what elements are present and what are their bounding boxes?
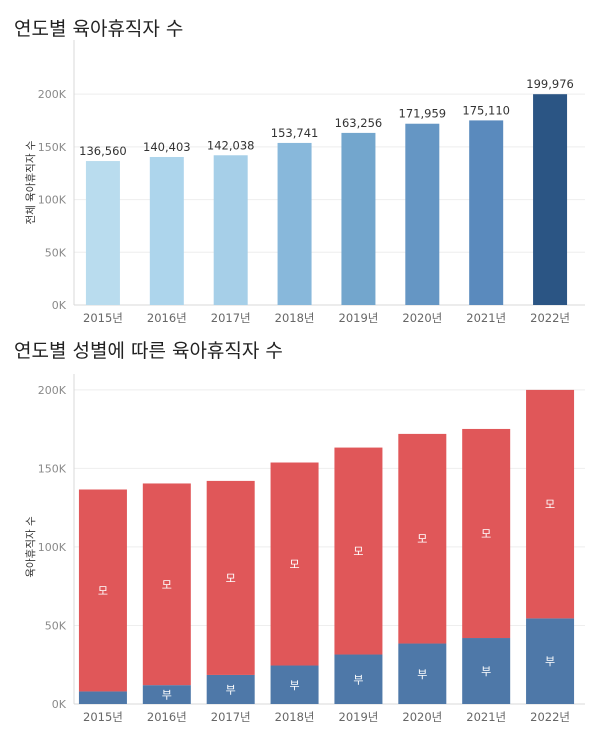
segment-label-mother: 모 bbox=[353, 545, 363, 558]
bar-segment-father bbox=[398, 643, 447, 704]
x-tick-label: 2020년 bbox=[402, 311, 442, 325]
bar-segment-mother bbox=[270, 462, 319, 666]
segment-label-father: 부 bbox=[290, 679, 300, 692]
bar-segment-mother bbox=[78, 489, 127, 692]
bar-segment-father bbox=[334, 654, 383, 704]
bar-segment-father bbox=[142, 685, 191, 704]
y-tick-label: 200K bbox=[38, 88, 67, 101]
bar-segment-father bbox=[78, 691, 127, 704]
segment-label-mother: 모 bbox=[481, 527, 491, 540]
y-tick-label: 150K bbox=[38, 462, 67, 475]
bar-segment-mother bbox=[398, 433, 447, 644]
segment-label-father: 부 bbox=[481, 665, 491, 678]
data-label: 199,976 bbox=[526, 77, 574, 91]
segment-label-father: 부 bbox=[162, 689, 172, 702]
bar-segment-father bbox=[270, 665, 319, 704]
segment-label-father: 부 bbox=[226, 683, 236, 696]
bar bbox=[85, 161, 120, 305]
y-tick-label: 100K bbox=[38, 194, 67, 207]
segment-label-mother: 모 bbox=[98, 584, 108, 597]
bar-segment-father bbox=[526, 618, 575, 704]
x-tick-label: 2019년 bbox=[339, 311, 379, 325]
x-tick-label: 2017년 bbox=[211, 710, 251, 724]
data-label: 142,038 bbox=[207, 138, 255, 152]
x-tick-label: 2018년 bbox=[275, 311, 315, 325]
bar bbox=[533, 94, 568, 306]
bar bbox=[213, 155, 248, 305]
y-tick-label: 150K bbox=[38, 141, 67, 154]
chart1-title: 연도별 육아휴직자 수 bbox=[14, 18, 184, 40]
bar-segment-mother bbox=[142, 483, 191, 686]
bar-segment-mother bbox=[334, 447, 383, 655]
data-label: 153,741 bbox=[271, 126, 319, 140]
x-tick-label: 2022년 bbox=[530, 311, 570, 325]
bar bbox=[277, 142, 312, 305]
segment-label-mother: 모 bbox=[290, 558, 300, 571]
bar-segment-father bbox=[462, 638, 511, 704]
x-tick-label: 2015년 bbox=[83, 710, 123, 724]
segment-label-mother: 모 bbox=[545, 498, 555, 511]
y-tick-label: 100K bbox=[38, 541, 67, 554]
segment-label-father: 부 bbox=[545, 655, 555, 668]
segment-label-mother: 모 bbox=[226, 572, 236, 585]
chart2-title: 연도별 성별에 따른 육아휴직자 수 bbox=[14, 340, 283, 362]
y-axis-title: 육아휴직자 수 bbox=[25, 516, 37, 578]
bar-segment-father bbox=[206, 674, 255, 704]
bar bbox=[405, 123, 440, 305]
x-tick-label: 2017년 bbox=[211, 311, 251, 325]
y-tick-label: 50K bbox=[45, 246, 67, 259]
bar-segment-mother bbox=[526, 389, 575, 619]
y-tick-label: 0K bbox=[52, 698, 67, 711]
y-tick-label: 0K bbox=[52, 299, 67, 312]
bar bbox=[149, 156, 184, 305]
bar bbox=[341, 132, 376, 305]
bar-segment-mother bbox=[206, 480, 255, 675]
data-label: 175,110 bbox=[462, 103, 510, 117]
bar-segment-mother bbox=[462, 428, 511, 639]
data-label: 140,403 bbox=[143, 140, 191, 154]
x-tick-label: 2021년 bbox=[466, 311, 506, 325]
y-axis-title: 전체 육아휴직자 수 bbox=[25, 140, 37, 224]
x-tick-label: 2021년 bbox=[466, 710, 506, 724]
x-tick-label: 2016년 bbox=[147, 710, 187, 724]
y-tick-label: 200K bbox=[38, 384, 67, 397]
x-tick-label: 2019년 bbox=[339, 710, 379, 724]
segment-label-father: 부 bbox=[417, 668, 427, 681]
x-tick-label: 2020년 bbox=[402, 710, 442, 724]
y-tick-label: 50K bbox=[45, 619, 67, 632]
bar-chart-total: 0K 50K 100K 150K 200K 전체 육아휴직자 수 136,560 2015년 1… bbox=[25, 40, 585, 325]
x-tick-label: 2018년 bbox=[275, 710, 315, 724]
x-tick-label: 2015년 bbox=[83, 311, 123, 325]
data-label: 171,959 bbox=[399, 107, 447, 121]
data-label: 163,256 bbox=[335, 116, 383, 130]
segment-label-mother: 모 bbox=[417, 533, 427, 546]
x-tick-label: 2022년 bbox=[530, 710, 570, 724]
data-label: 136,560 bbox=[79, 144, 127, 158]
segment-label-mother: 모 bbox=[162, 578, 172, 591]
bar bbox=[469, 120, 504, 305]
x-tick-label: 2016년 bbox=[147, 311, 187, 325]
segment-label-father: 부 bbox=[353, 673, 363, 686]
